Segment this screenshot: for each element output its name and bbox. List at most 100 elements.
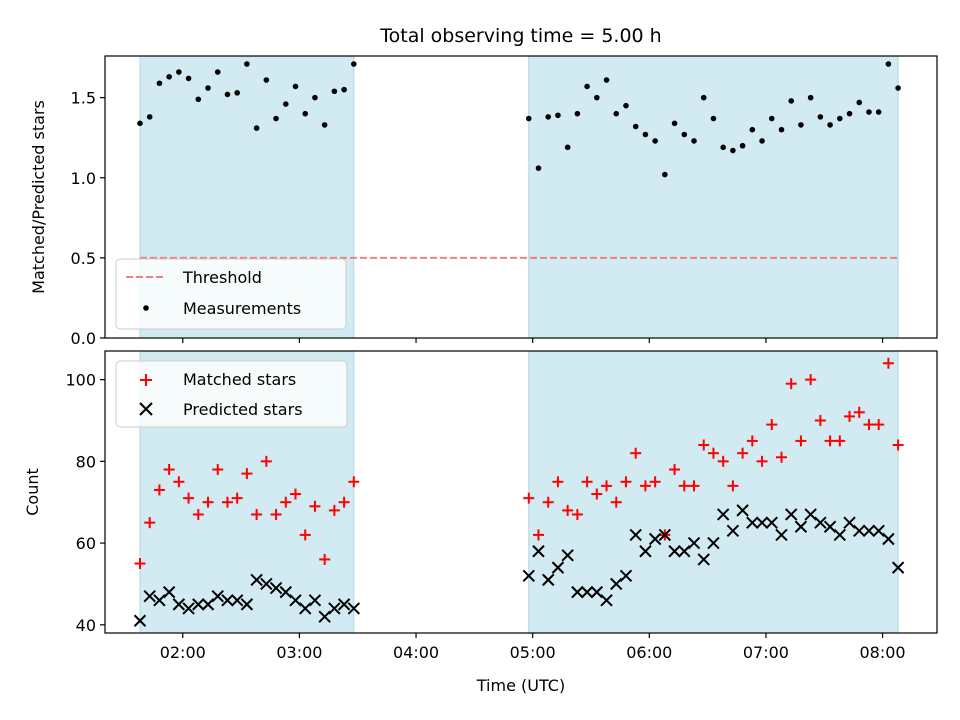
matched-star-point [328, 504, 340, 516]
matched-star-point [853, 406, 865, 418]
predicted-x-b [716, 508, 730, 521]
matched-star-point [542, 496, 554, 508]
predicted-star-point [269, 581, 283, 595]
x-tick-label: 02:00 [160, 643, 206, 662]
predicted-x-b [600, 594, 613, 607]
predicted-star-point [522, 569, 535, 582]
measurement-point [671, 120, 678, 127]
matched-star-point [299, 529, 311, 541]
predicted-x-b [201, 598, 215, 611]
matched-star-point [707, 447, 719, 459]
measurement-point [885, 61, 892, 67]
legend-measurements-label: Measurements [183, 299, 301, 318]
predicted-x-b [328, 602, 341, 615]
predicted-x-b [230, 594, 244, 607]
top-plot-frame [104, 55, 938, 339]
top-y-axis: 0.0 0.5 1.0 1.5 [71, 89, 105, 348]
matched-star-point [173, 476, 185, 488]
predicted-x-b [308, 594, 322, 607]
measurement-point [798, 122, 804, 128]
measurement-point [759, 138, 765, 144]
matched-star-point [319, 553, 331, 565]
measurement-point [652, 138, 658, 144]
predicted-x-b [279, 585, 292, 599]
predicted-x-b [347, 602, 361, 615]
matched-star-point [649, 476, 661, 488]
bottom-x-axis: 02:00 03:00 04:00 05:00 06:00 07:00 08:00 [160, 633, 906, 662]
matched-star-point [873, 419, 885, 431]
predicted-x-b [794, 520, 808, 533]
predicted-x-b [542, 573, 555, 587]
measurement-point [807, 94, 814, 101]
measurement-point [273, 115, 279, 122]
chart-title: Total observing time = 5.00 h [379, 25, 661, 47]
legend-predicted-label: Predicted stars [183, 400, 303, 419]
predicted-star-point [619, 569, 633, 582]
predicted-x-b [814, 516, 827, 529]
matched-star-point [824, 435, 836, 447]
measurement-point [574, 110, 581, 117]
matched-star-point [785, 378, 797, 390]
measurement-point [302, 110, 309, 117]
measurement-point [846, 110, 853, 117]
predicted-x-b [192, 598, 205, 611]
predicted-star-point [143, 590, 156, 603]
predicted-star-point [891, 561, 905, 574]
measurement-point [146, 114, 153, 120]
bottom-plot-frame [104, 350, 938, 634]
matched-star-point [212, 464, 224, 476]
top-x-axis [182, 338, 884, 343]
measurement-point [623, 102, 629, 109]
predicted-star-point [862, 524, 876, 538]
measurement-point [700, 94, 707, 101]
measurement-point [282, 101, 289, 107]
predicted-x-b [260, 577, 273, 591]
predicted-star-point [260, 577, 273, 591]
predicted-star-point [192, 598, 205, 611]
predicted-star-point [755, 516, 769, 529]
matched-star-point [571, 508, 583, 520]
predicted-star-point [542, 573, 555, 587]
measurement-point [603, 77, 610, 83]
matched-star-point [766, 419, 778, 431]
predicted-x-b [211, 590, 224, 603]
predicted-x-b [872, 524, 885, 538]
matched-star-point [727, 480, 739, 492]
predicted-x-b [755, 516, 769, 529]
matched-star-point [532, 529, 544, 541]
predicted-x-b [726, 524, 740, 538]
measurement-point [176, 69, 182, 75]
measurement-point [331, 88, 338, 95]
predicted-x-b [162, 585, 176, 599]
predicted-x-b [337, 598, 351, 611]
measurement-point [681, 131, 688, 138]
predicted-star-point [658, 528, 672, 542]
measurement-point [525, 115, 532, 122]
predicted-x-b [765, 516, 778, 529]
matched-star-point [814, 414, 826, 426]
x-tick-label: 07:00 [743, 643, 789, 662]
predicted-star-point [629, 528, 642, 542]
matched-star-point [231, 492, 243, 504]
predicted-star-point [823, 520, 837, 533]
measurement-point [778, 126, 785, 133]
matched-star-point [834, 435, 846, 447]
predicted-stars-series [133, 504, 905, 627]
bottom-panel: 40 60 80 100 02:00 03:00 04:00 05:00 06:00 07:00… [23, 350, 938, 695]
y-tick-label: 0.5 [71, 249, 96, 268]
top-legend: Threshold Measurements [115, 258, 347, 330]
matched-star-point [591, 488, 603, 500]
predicted-x-b [862, 524, 876, 538]
predicted-x-b [143, 590, 156, 603]
predicted-x-b [561, 549, 574, 562]
predicted-star-point [843, 516, 856, 529]
y-tick-label: 100 [65, 371, 96, 390]
legend-matched-label: Matched stars [183, 370, 296, 389]
predicted-star-point [337, 598, 351, 611]
predicted-star-point [162, 585, 176, 599]
predicted-x-b [532, 545, 545, 558]
predicted-x-b [299, 602, 312, 615]
measurement-point [156, 80, 163, 87]
matched-star-point [163, 464, 175, 476]
predicted-star-point [172, 598, 186, 611]
